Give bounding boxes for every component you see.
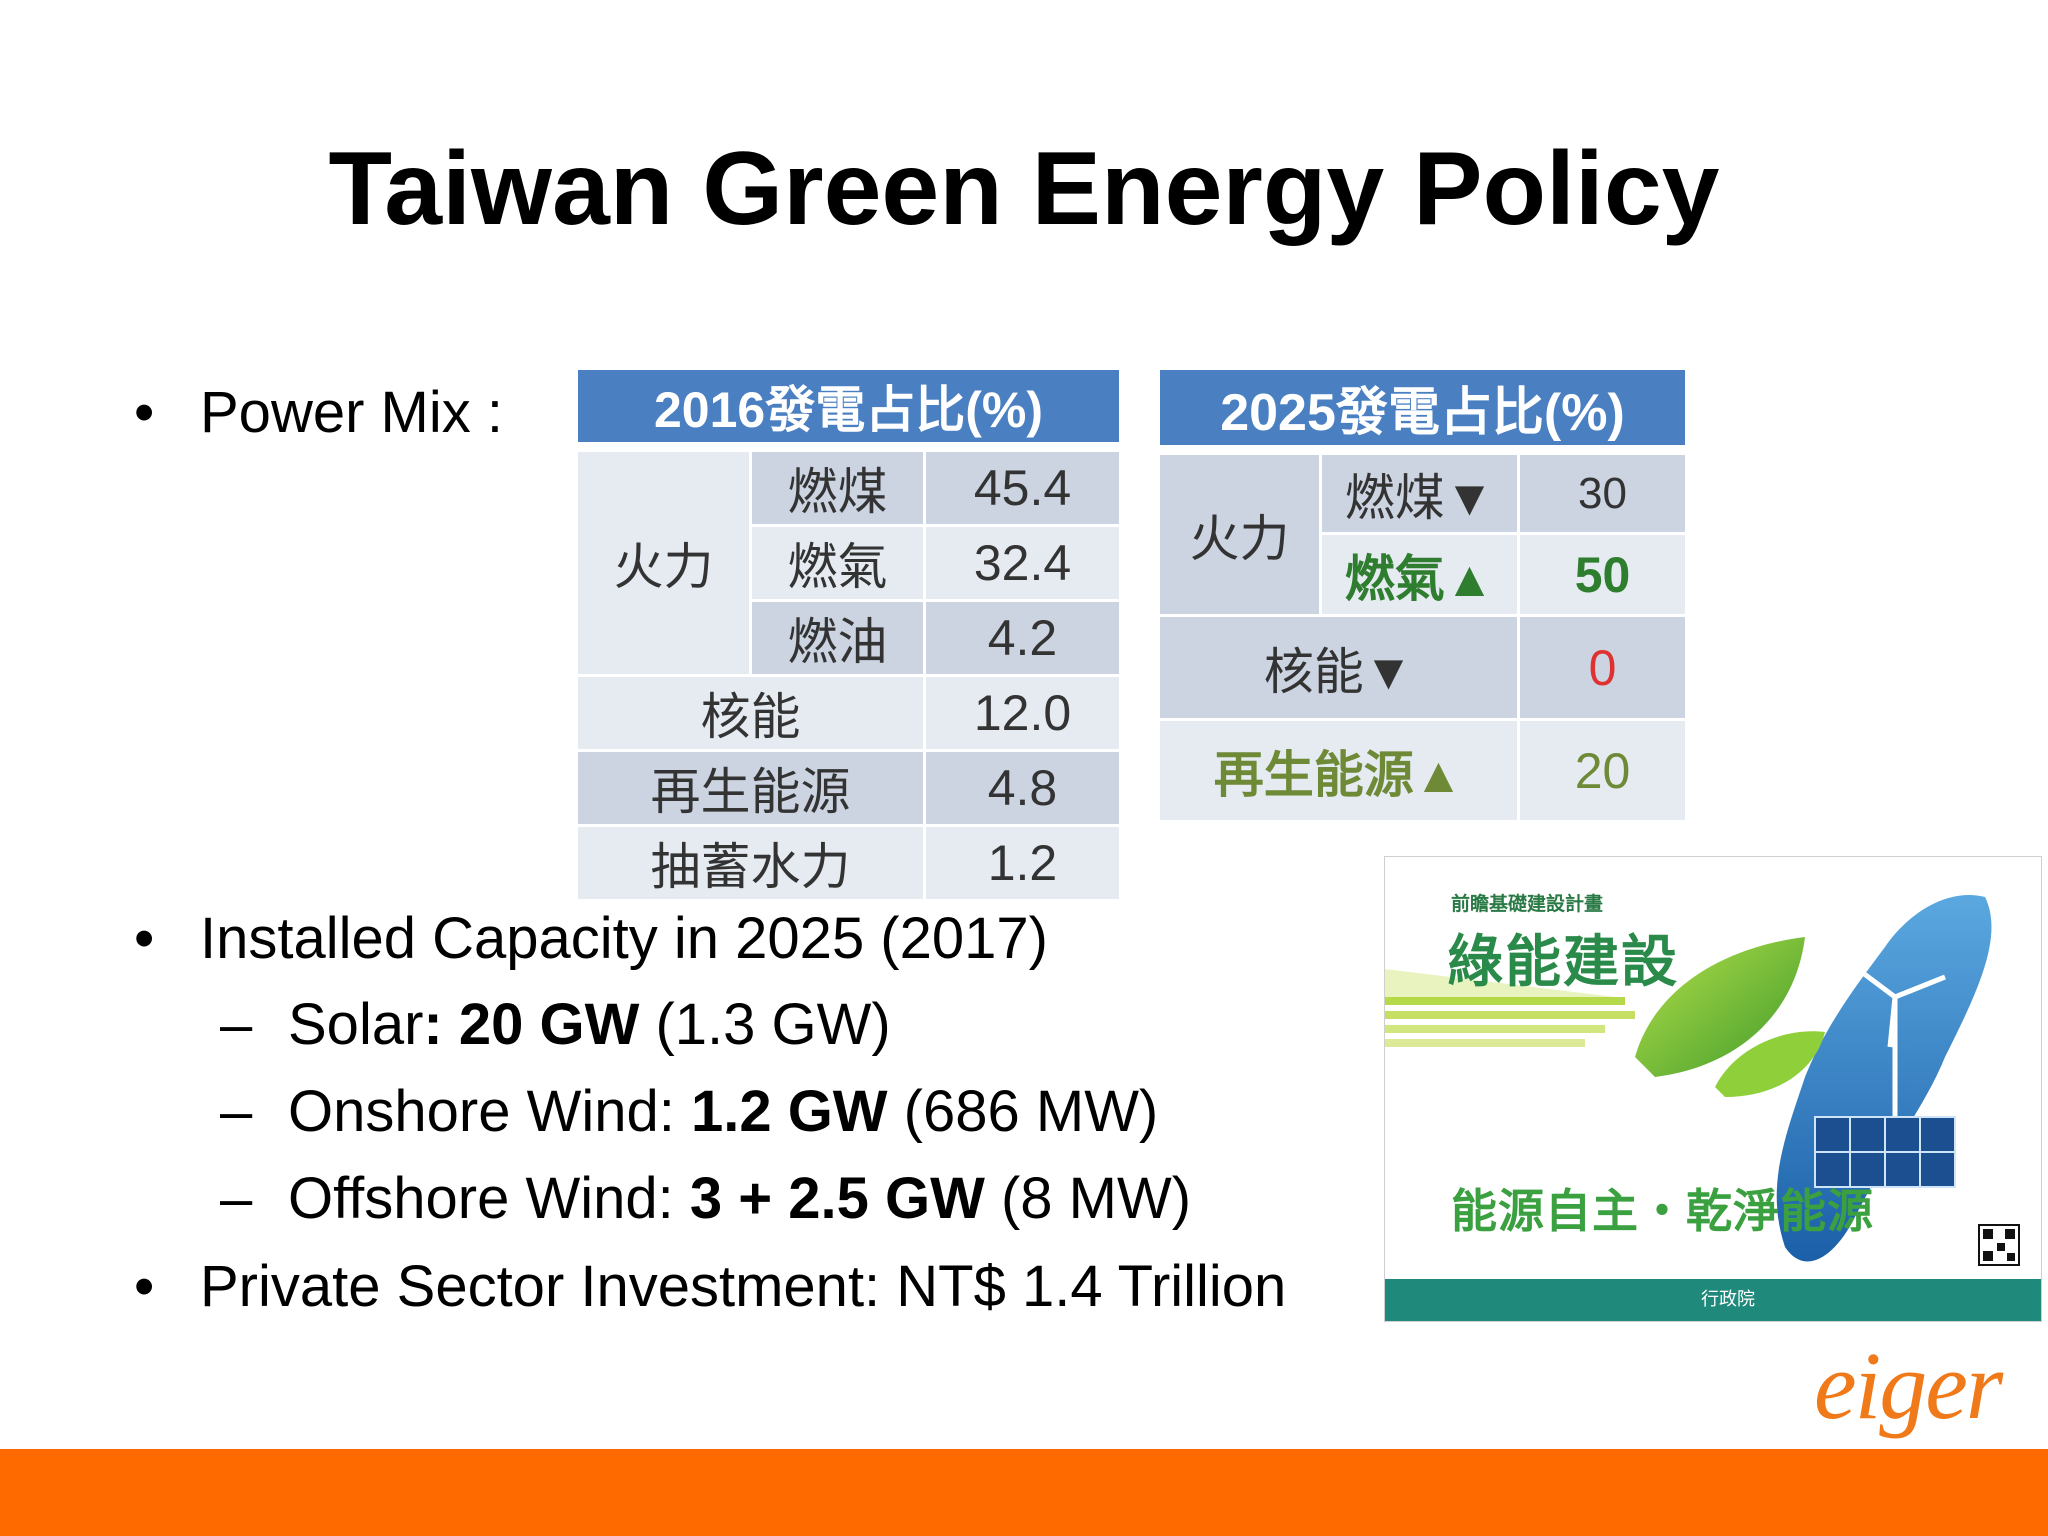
table-2016-row-label: 抽蓄水力	[578, 827, 926, 902]
table-2016-row-value: 4.2	[926, 602, 1122, 677]
sub-item-offshore-wind: – Offshore Wind: 3 + 2.5 GW (8 MW)	[220, 1170, 1191, 1228]
leaf-small-icon	[1715, 1031, 1825, 1097]
sub-item-current: (8 MW)	[984, 1166, 1192, 1231]
investment-label: Private Sector Investment: NT$ 1.4 Trill…	[200, 1254, 1287, 1319]
sub-dash: –	[220, 992, 253, 1057]
table-2016-row-label: 燃油	[752, 602, 926, 677]
qr-code-icon	[1978, 1224, 2020, 1266]
sub-item-current: (1.3 GW)	[639, 992, 891, 1057]
table-2025-row-value: 0	[1520, 617, 1688, 721]
poster-illustration	[1385, 895, 2020, 1266]
sub-item-target: 20 GW	[458, 992, 640, 1057]
table-2025-row-value: 20	[1520, 721, 1688, 823]
eiger-logo: eiger	[1814, 1332, 2003, 1439]
table-2016-row-value: 45.4	[926, 452, 1122, 527]
sub-item-target: 1.2 GW	[690, 1079, 888, 1144]
table-2016-row-label: 燃氣	[752, 527, 926, 602]
installed-capacity-label: Installed Capacity in 2025 (2017)	[200, 906, 1048, 971]
table-2025-row-label: 再生能源▲	[1160, 721, 1520, 823]
sub-item-name: Offshore Wind:	[288, 1166, 690, 1231]
leaf-icon	[1635, 937, 1805, 1077]
poster-kicker: 前瞻基礎建設計畫	[1451, 894, 1604, 915]
sub-item-target: 3 + 2.5 GW	[689, 1166, 985, 1231]
bullet-power-mix: • Power Mix :	[134, 384, 503, 442]
footer-bar	[0, 1449, 2048, 1536]
table-2025-row-value: 50	[1520, 535, 1688, 617]
table-2016-row-value: 32.4	[926, 527, 1122, 602]
slide-title: Taiwan Green Energy Policy	[328, 131, 1720, 247]
sub-item-name: Onshore Wind:	[288, 1079, 691, 1144]
table-2025-header: 2025發電占比(%)	[1160, 370, 1688, 455]
table-2016-row-label: 再生能源	[578, 752, 926, 827]
table-2016-row-value: 12.0	[926, 677, 1122, 752]
sub-item-name: Solar	[288, 992, 424, 1057]
table-2025-row-label: 燃煤▼	[1322, 455, 1520, 535]
table-2016-row-label: 核能	[578, 677, 926, 752]
sub-item-onshore-wind: – Onshore Wind: 1.2 GW (686 MW)	[220, 1083, 1158, 1141]
bullet-dot: •	[134, 906, 155, 971]
table-2016: 2016發電占比(%) 火力 燃煤 45.4 燃氣 32.4 燃油 4.2 核能…	[578, 370, 1122, 902]
poster-slogan: 能源自主・乾淨能源	[1451, 1185, 1874, 1237]
poster-footer-text: 行政院	[1701, 1289, 1755, 1309]
table-2016-group-label: 火力	[578, 452, 752, 677]
solar-panel-icon	[1814, 1116, 1956, 1188]
bullet-dot: •	[134, 380, 155, 445]
table-2016-row-value: 4.8	[926, 752, 1122, 827]
sub-dash: –	[220, 1166, 253, 1231]
sub-item-sep: :	[423, 992, 459, 1057]
table-2025-row-label: 燃氣▲	[1322, 535, 1520, 617]
poster-headline: 綠能建設	[1447, 930, 1679, 993]
bullet-dot: •	[134, 1254, 155, 1319]
bullet-installed-capacity: • Installed Capacity in 2025 (2017)	[134, 910, 1048, 968]
table-2025-group-label: 火力	[1160, 455, 1322, 617]
sub-item-current: (686 MW)	[887, 1079, 1159, 1144]
power-mix-label: Power Mix :	[200, 380, 503, 445]
green-energy-poster: 前瞻基礎建設計畫 綠能建設 能源自主・乾淨能源 行政院	[1384, 856, 2042, 1322]
sub-dash: –	[220, 1079, 253, 1144]
table-2025-row-label: 核能▼	[1160, 617, 1520, 721]
arrow-lines-icon	[1385, 969, 1635, 1047]
table-2025: 2025發電占比(%) 火力 燃煤▼ 30 燃氣▲ 50 核能▼ 0 再生能源▲…	[1160, 370, 1688, 823]
bullet-investment: • Private Sector Investment: NT$ 1.4 Tri…	[134, 1258, 1286, 1316]
sub-item-solar: – Solar: 20 GW (1.3 GW)	[220, 996, 891, 1054]
table-2016-row-value: 1.2	[926, 827, 1122, 902]
poster-footer-strip	[1385, 1279, 2041, 1321]
table-2016-row-label: 燃煤	[752, 452, 926, 527]
table-2025-row-value: 30	[1520, 455, 1688, 535]
table-2016-header: 2016發電占比(%)	[578, 370, 1122, 452]
